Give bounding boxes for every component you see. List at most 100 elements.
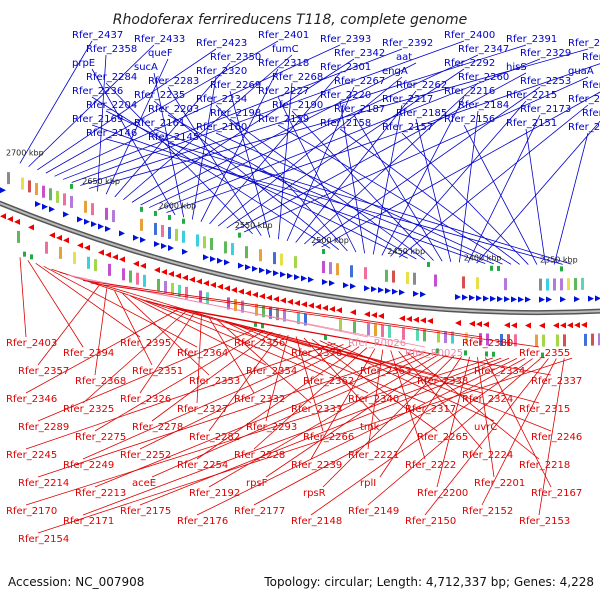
forward-gene-label[interactable]: Rfer_2350 [210,52,261,63]
reverse-gene-label[interactable]: Rfer_2150 [405,516,456,527]
rna-gene-label[interactable]: Rfer_R0026 [348,338,406,349]
reverse-gene-label[interactable]: Rfer_2315 [519,404,570,415]
reverse-gene-label[interactable]: Rfer_2357 [18,366,69,377]
forward-gene-label[interactable]: Rfer_2160 [196,122,247,133]
forward-gene-label[interactable]: Rfer_2284 [86,72,137,83]
reverse-gene-label[interactable]: Rfer_2333 [291,404,342,415]
reverse-gene-label[interactable]: Rfer_2213 [75,488,126,499]
reverse-gene-label[interactable]: uvrC [474,422,497,433]
reverse-gene-label[interactable]: Rfer_2154 [18,534,69,545]
forward-gene-label[interactable]: Rfer_2329 [520,48,571,59]
forward-gene-label[interactable]: Rfer_2161 [134,118,185,129]
forward-gene-label[interactable]: engA [382,66,408,77]
reverse-gene-label[interactable]: Rfer_2368 [75,376,126,387]
forward-gene-label[interactable]: Rfer_2185 [396,108,447,119]
forward-gene-label[interactable]: prpE [72,58,95,69]
rna-gene-label[interactable]: Rfer_R0025 [405,348,463,359]
forward-gene-label[interactable]: queF [148,48,173,59]
reverse-gene-label[interactable]: rpsF [246,478,268,489]
reverse-gene-label[interactable]: Rfer_2376 [291,348,342,359]
reverse-gene-label[interactable]: Rfer_2353 [189,376,240,387]
reverse-gene-label[interactable]: Rfer_2356 [234,338,285,349]
forward-gene-label[interactable]: Rfer_2235 [134,90,185,101]
reverse-gene-label[interactable]: Rfer_2167 [531,488,582,499]
forward-gene-label[interactable]: Rfer_2347 [458,44,509,55]
forward-gene-label[interactable]: Rfer_2158 [320,118,371,129]
reverse-gene-label[interactable]: Rfer_2325 [63,404,114,415]
forward-gene-label[interactable]: Rfer_2268 [272,72,323,83]
reverse-gene-label[interactable]: Rfer_2148 [291,516,342,527]
reverse-gene-label[interactable]: Rfer_2192 [189,488,240,499]
reverse-gene-label[interactable]: Rfer_2363 [360,366,411,377]
forward-gene-label[interactable]: Rfer_2328 [582,52,600,63]
reverse-gene-label[interactable]: Rfer_2252 [120,450,171,461]
reverse-gene-label[interactable]: Rfer_2332 [234,394,285,405]
reverse-gene-label[interactable]: Rfer_2324 [462,394,513,405]
forward-gene-label[interactable]: Rfer_2169 [72,114,123,125]
forward-gene-label[interactable]: Rfer_2187 [334,104,385,115]
forward-gene-label[interactable]: Rfer_2267 [334,76,385,87]
reverse-gene-label[interactable]: Rfer_2275 [75,432,126,443]
reverse-gene-label[interactable]: Rfer_2228 [234,450,285,461]
forward-gene-label[interactable]: Rfer_2172 [582,108,600,119]
forward-gene-label[interactable]: Rfer_2342 [334,48,385,59]
forward-gene-label[interactable]: Rfer_2215 [506,90,557,101]
reverse-gene-label[interactable]: Rfer_2224 [462,450,513,461]
reverse-gene-label[interactable]: Rfer_2214 [18,478,69,489]
forward-gene-label[interactable]: Rfer_2220 [320,90,371,101]
forward-gene-label[interactable]: Rfer_2269 [210,80,261,91]
forward-gene-label[interactable]: Rfer_2216 [444,86,495,97]
forward-gene-label[interactable]: sucA [134,62,158,73]
reverse-gene-label[interactable]: Rfer_2326 [120,394,171,405]
reverse-gene-label[interactable]: Rfer_2171 [63,516,114,527]
forward-gene-label[interactable]: Rfer_2393 [320,34,371,45]
reverse-gene-label[interactable]: Rfer_2218 [519,460,570,471]
reverse-gene-label[interactable]: Rfer_2149 [348,506,399,517]
forward-gene-label[interactable]: Rfer_2260 [458,72,509,83]
reverse-gene-label[interactable]: Rfer_2317 [405,404,456,415]
forward-gene-label[interactable]: Rfer_2157 [382,122,433,133]
reverse-gene-label[interactable]: Rfer_2394 [63,348,114,359]
forward-gene-label[interactable]: Rfer_2392 [382,38,433,49]
forward-gene-label[interactable]: Rfer_2173 [520,104,571,115]
reverse-gene-label[interactable]: aceE [132,478,156,489]
reverse-gene-label[interactable]: Rfer_2282 [189,432,240,443]
forward-gene-label[interactable]: Rfer_2400 [444,30,495,41]
forward-gene-label[interactable]: Rfer_2217 [382,94,433,105]
forward-gene-label[interactable]: Rfer_2204 [86,100,137,111]
reverse-gene-label[interactable]: Rfer_2403 [6,338,57,349]
reverse-gene-label[interactable]: Rfer_2153 [519,516,570,527]
reverse-gene-label[interactable]: Rfer_2289 [18,422,69,433]
forward-gene-label[interactable]: Rfer_2320 [196,66,247,77]
forward-gene-label[interactable]: Rfer_2203 [148,104,199,115]
forward-gene-label[interactable]: Rfer_2359 [568,38,600,49]
forward-gene-label[interactable]: Rfer_2184 [458,100,509,111]
reverse-gene-label[interactable]: Rfer_2200 [417,488,468,499]
forward-gene-label[interactable]: hisS [506,62,527,73]
reverse-gene-label[interactable]: Rfer_2380 [462,338,513,349]
forward-gene-label[interactable]: aat [396,52,412,63]
forward-gene-label[interactable]: Rfer_2236 [72,86,123,97]
forward-gene-label[interactable]: Rfer_2250 [582,80,600,91]
reverse-gene-label[interactable]: Rfer_2355 [519,348,570,359]
reverse-gene-label[interactable]: Rfer_2293 [246,422,297,433]
reverse-gene-label[interactable]: Rfer_2175 [120,506,171,517]
reverse-gene-label[interactable]: Rfer_2337 [531,376,582,387]
reverse-gene-label[interactable]: Rfer_2176 [177,516,228,527]
reverse-gene-label[interactable]: rpsR [303,488,326,499]
forward-gene-label[interactable]: Rfer_2159 [258,114,309,125]
forward-gene-label[interactable]: Rfer_2301 [320,62,371,73]
forward-gene-label[interactable]: guaA [568,66,594,77]
forward-gene-label[interactable]: Rfer_2318 [258,58,309,69]
forward-gene-label[interactable]: Rfer_2253 [520,76,571,87]
forward-gene-label[interactable]: Rfer_2437 [72,30,123,41]
reverse-gene-label[interactable]: Rfer_2395 [120,338,171,349]
reverse-gene-label[interactable]: Rfer_2152 [462,506,513,517]
forward-gene-label[interactable]: Rfer_2234 [196,94,247,105]
forward-gene-label[interactable]: fumC [272,44,299,55]
reverse-gene-label[interactable]: Rfer_2334 [474,366,525,377]
forward-gene-label[interactable]: Rfer_2151 [506,118,557,129]
reverse-gene-label[interactable]: Rfer_2245 [6,450,57,461]
reverse-gene-label[interactable]: Rfer_2354 [246,366,297,377]
forward-gene-label[interactable]: Rfer_2156 [444,114,495,125]
